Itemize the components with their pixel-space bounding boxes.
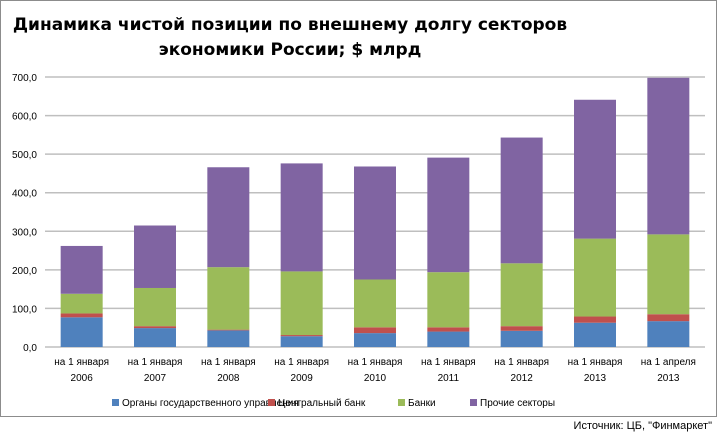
x-tick-label-year: 2006 xyxy=(71,373,94,384)
legend-swatch xyxy=(398,399,405,406)
x-tick-label: на 1 января xyxy=(568,357,623,368)
y-tick-label: 300,0 xyxy=(12,227,37,238)
legend-swatch xyxy=(268,399,275,406)
bar-segment xyxy=(647,314,690,322)
bar-segment xyxy=(60,317,103,347)
bar-segment xyxy=(134,287,176,327)
x-tick-label: на 1 января xyxy=(421,357,476,368)
chart-title-line: Динамика чистой позиции по внешнему долг… xyxy=(13,15,567,35)
bar-segment xyxy=(280,336,323,347)
source-note: Источник: ЦБ, "Финмаркет" xyxy=(573,420,712,432)
y-tick-label: 0,0 xyxy=(23,343,37,354)
x-tick-label-year: 2007 xyxy=(144,373,167,384)
bar-segment xyxy=(280,271,323,336)
bar-segment xyxy=(500,137,543,264)
bar-segment xyxy=(60,293,103,314)
bar-segment xyxy=(500,263,543,327)
bar-segment xyxy=(574,316,616,323)
y-tick-label: 700,0 xyxy=(12,73,37,84)
legend-label: Органы государственного управления xyxy=(122,398,299,409)
x-tick-label: на 1 января xyxy=(128,357,183,368)
legend-swatch xyxy=(112,399,119,406)
bar-segment xyxy=(500,326,543,331)
bar-segment xyxy=(354,166,396,280)
legend-label: Прочие секторы xyxy=(480,398,555,409)
bar-segment xyxy=(647,321,690,347)
bar-segment xyxy=(207,330,250,347)
bar-segment xyxy=(207,167,250,268)
bar-segment xyxy=(647,234,690,315)
x-tick-label-year: 2012 xyxy=(511,373,534,384)
bar-segment xyxy=(354,327,396,334)
x-tick-label-year: 2013 xyxy=(657,373,680,384)
x-tick-label: на 1 января xyxy=(348,357,403,368)
x-tick-label-year: 2011 xyxy=(438,373,460,384)
x-tick-label-year: 2009 xyxy=(291,373,314,384)
x-tick-label-year: 2008 xyxy=(217,373,240,384)
bar-segment xyxy=(207,329,250,331)
bar-segment xyxy=(574,322,616,347)
bar-segment xyxy=(500,330,543,347)
bar-segment xyxy=(134,328,176,347)
x-tick-label-year: 2010 xyxy=(364,373,387,384)
bar-segment xyxy=(427,327,470,332)
legend-label: Банки xyxy=(408,398,436,409)
bar-segment xyxy=(60,313,103,318)
bar-segment xyxy=(280,163,323,272)
bar-segment xyxy=(60,245,103,294)
y-tick-label: 500,0 xyxy=(12,150,37,161)
x-tick-label: на 1 января xyxy=(494,357,549,368)
y-tick-label: 200,0 xyxy=(12,266,37,277)
bar-segment xyxy=(427,157,470,273)
x-tick-label: на 1 апреля xyxy=(641,357,696,368)
bar-segment xyxy=(280,335,323,337)
x-tick-label: на 1 января xyxy=(201,357,256,368)
bar-segment xyxy=(354,333,396,347)
y-tick-label: 600,0 xyxy=(12,112,37,123)
bar-segment xyxy=(427,272,470,328)
bar-segment xyxy=(647,77,690,235)
legend-swatch xyxy=(470,399,477,406)
bar-segment xyxy=(134,225,176,288)
x-tick-label-year: 2013 xyxy=(584,373,607,384)
chart-frame xyxy=(0,0,717,417)
bar-segment xyxy=(574,238,616,317)
chart-title-line: экономики России; $ млрд xyxy=(159,40,422,60)
bar-segment xyxy=(207,267,250,330)
legend-label: Центральный банк xyxy=(278,397,366,409)
y-tick-label: 400,0 xyxy=(12,189,37,200)
x-tick-label: на 1 января xyxy=(54,357,109,368)
bar-segment xyxy=(354,279,396,328)
bar-segment xyxy=(427,331,470,347)
bar-segment xyxy=(574,99,616,239)
y-tick-label: 100,0 xyxy=(12,304,37,315)
x-tick-label: на 1 января xyxy=(274,357,329,368)
bar-segment xyxy=(134,326,176,329)
